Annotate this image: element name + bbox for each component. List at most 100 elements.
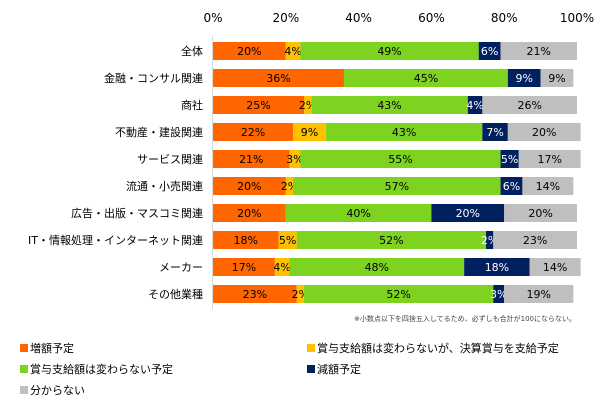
x-tick-label: 20%: [272, 11, 299, 25]
data-label: 20%: [237, 207, 261, 220]
bar-segment: [507, 123, 581, 141]
bar-segment: [464, 258, 530, 276]
legend-swatch: [307, 344, 315, 352]
bar-segment: [493, 231, 577, 249]
data-label: 19%: [527, 288, 551, 301]
data-label: 18%: [485, 261, 509, 274]
legend-item-settlement-bonus: 賞与支給額は変わらないが、決算賞与を支給予定: [307, 340, 559, 356]
data-label: 43%: [392, 126, 416, 139]
data-label: 49%: [377, 45, 401, 58]
data-label: 22%: [241, 126, 265, 139]
bar-segment: [213, 177, 286, 195]
bar-segment: [278, 231, 297, 249]
bar-segment: [285, 204, 432, 222]
category-labels: 全体金融・コンサル関連商社不動産・建設関連サービス関連流通・小売関連広告・出版・…: [28, 44, 203, 301]
category-label: 不動産・建設関連: [115, 125, 203, 139]
bar-segment: [300, 150, 501, 168]
bar-segment: [213, 204, 286, 222]
legend-item-unchanged: 賞与支給額は変わらない予定: [20, 361, 173, 377]
bar-segment: [311, 96, 468, 114]
data-label: 23%: [243, 288, 267, 301]
bar-segment: [213, 150, 290, 168]
legend-swatch: [20, 386, 28, 394]
legend-item-increase: 増額予定: [20, 340, 74, 356]
bar-segment: [213, 96, 304, 114]
bar-row: 17% 4% 48% 18% 14%: [213, 258, 581, 276]
category-label: その他業種: [148, 287, 203, 301]
data-label: 5%: [501, 153, 518, 166]
data-label: 36%: [266, 72, 290, 85]
bar-segment: [304, 285, 494, 303]
data-label: 6%: [503, 180, 520, 193]
bar-segment: [500, 150, 519, 168]
legend-swatch: [20, 344, 28, 352]
bar-segment: [493, 285, 505, 303]
bars: 20% 4% 49% 6% 21%36% 45% 9% 9%25% 2% 43% 4% 26%22% 9…: [213, 42, 581, 303]
data-label: 23%: [523, 234, 547, 247]
data-label: 40%: [346, 207, 370, 220]
bar-segment: [213, 42, 286, 60]
data-label: 21%: [527, 45, 551, 58]
category-label: 広告・出版・マスコミ関連: [71, 206, 203, 220]
bar-row: 20% 40% 20% 20%: [213, 204, 577, 222]
bar-row: 36% 45% 9% 9%: [213, 69, 574, 87]
bar-segment: [507, 69, 541, 87]
data-label: 52%: [386, 288, 410, 301]
bar-segment: [478, 42, 501, 60]
bar-row: 23% 2% 52% 3% 19%: [213, 285, 574, 303]
data-label: 20%: [532, 126, 556, 139]
bar-segment: [285, 177, 294, 195]
x-tick-label: 40%: [345, 11, 372, 25]
category-label: 全体: [181, 44, 203, 58]
legend-label: 賞与支給額は変わらない予定: [30, 363, 173, 376]
data-label: 25%: [246, 99, 270, 112]
bar-segment: [518, 150, 581, 168]
legend-item-unknown: 分からない: [20, 382, 85, 398]
bar-segment: [486, 231, 494, 249]
x-tick-label: 0%: [203, 11, 222, 25]
data-label: 7%: [486, 126, 503, 139]
data-label: 20%: [528, 207, 552, 220]
data-label: 4%: [466, 99, 483, 112]
x-axis-ticks: 0% 20% 40% 60% 80% 100%: [203, 11, 594, 25]
data-label: 55%: [388, 153, 412, 166]
data-label: 14%: [543, 261, 567, 274]
data-label: 4%: [284, 45, 301, 58]
legend-item-decrease: 減額予定: [307, 361, 361, 377]
bar-segment: [293, 123, 326, 141]
data-label: 43%: [377, 99, 401, 112]
bar-segment: [522, 177, 574, 195]
bar-row: 21% 3% 55% 5% 17%: [213, 150, 581, 168]
data-label: 57%: [385, 180, 409, 193]
bar-segment: [213, 285, 297, 303]
category-label: メーカー: [159, 261, 203, 274]
bar-segment: [504, 285, 574, 303]
bar-segment: [304, 96, 312, 114]
bar-segment: [500, 42, 577, 60]
data-label: 9%: [301, 126, 318, 139]
legend-label: 賞与支給額は変わらないが、決算賞与を支給予定: [317, 342, 559, 355]
legend-label: 減額予定: [317, 363, 361, 376]
x-tick-label: 100%: [560, 11, 594, 25]
legend-label: 増額予定: [30, 342, 74, 355]
category-label: 商社: [181, 98, 203, 112]
bar-segment: [500, 177, 523, 195]
data-label: 17%: [537, 153, 561, 166]
bar-segment: [296, 285, 304, 303]
bar-segment: [296, 231, 486, 249]
bar-row: 20% 4% 49% 6% 21%: [213, 42, 577, 60]
bar-segment: [482, 123, 508, 141]
bar-row: 25% 2% 43% 4% 26%: [213, 96, 577, 114]
data-label: 20%: [237, 45, 261, 58]
bar-segment: [344, 69, 508, 87]
bar-segment: [213, 123, 294, 141]
bar-row: 22% 9% 43% 7% 20%: [213, 123, 581, 141]
data-label: 18%: [234, 234, 258, 247]
bar-segment: [540, 69, 574, 87]
bar-segment: [285, 42, 301, 60]
bar-row: 20% 2% 57% 6% 14%: [213, 177, 574, 195]
data-label: 52%: [379, 234, 403, 247]
data-label: 20%: [237, 180, 261, 193]
bar-row: 18% 5% 52% 2% 23%: [213, 231, 577, 249]
